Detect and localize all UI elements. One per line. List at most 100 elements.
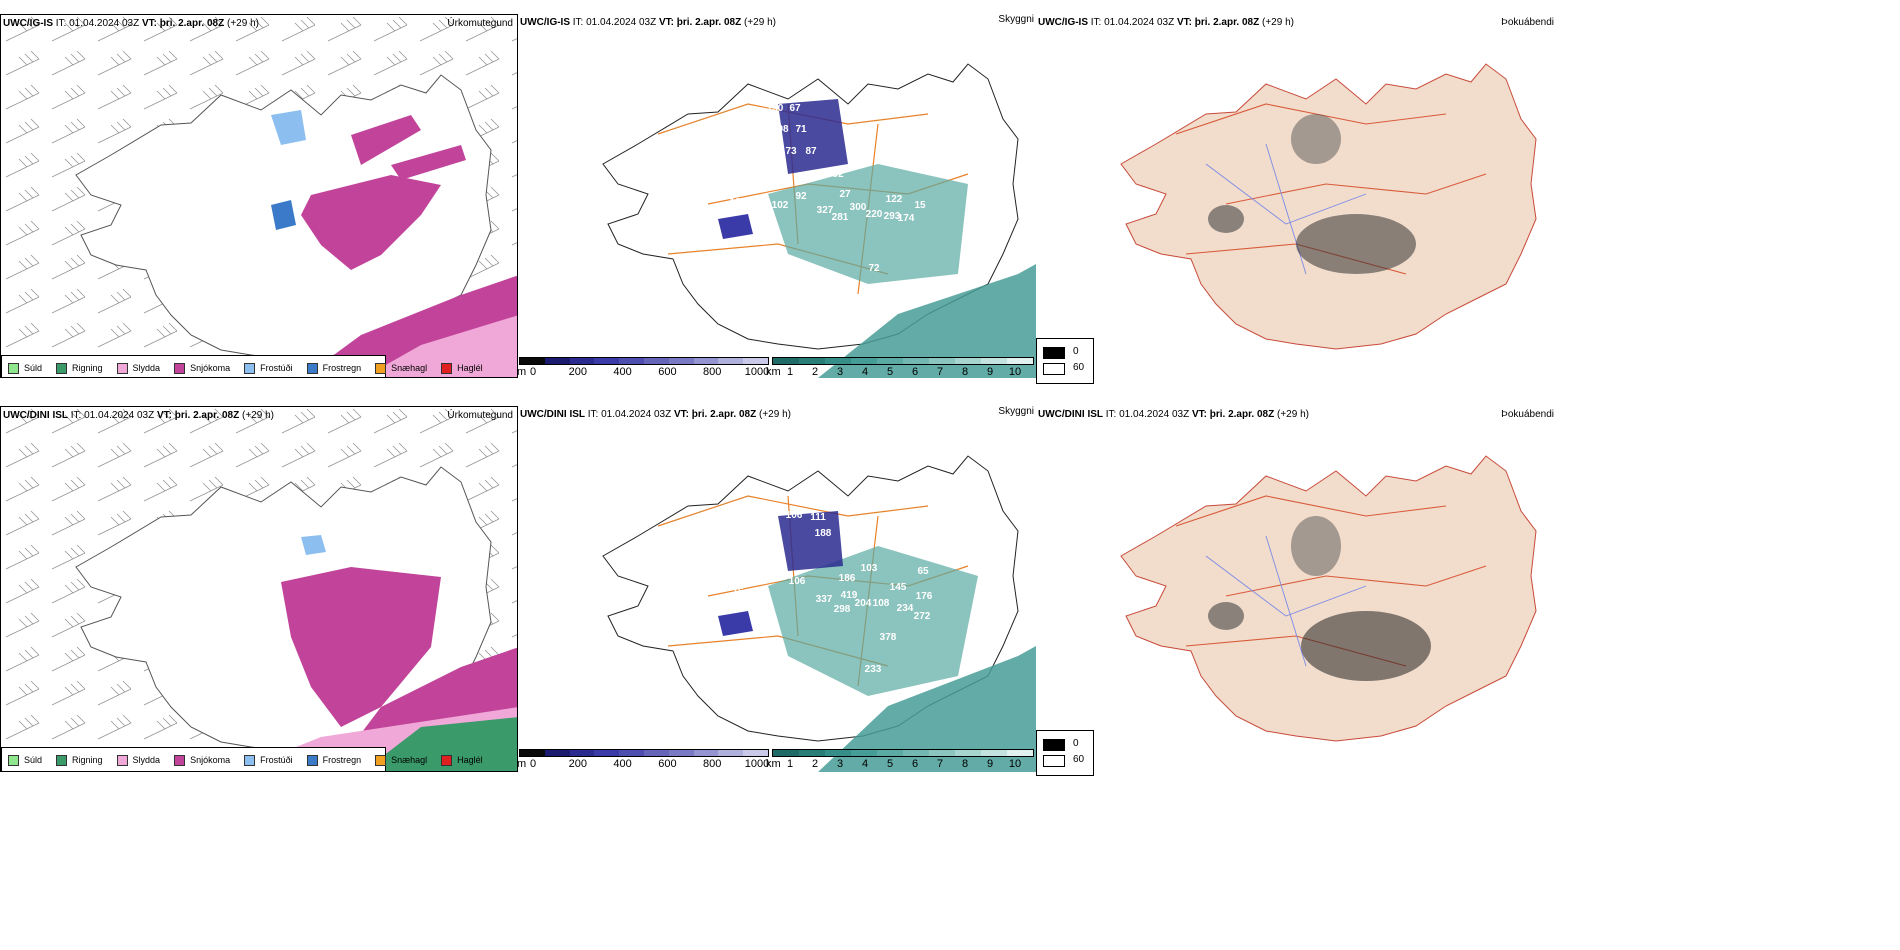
precip-type-panel-top: UWC/IG-IS IT: 01.04.2024 03Z VT: þri. 2.… xyxy=(0,14,518,378)
colorbar-unit: m xyxy=(517,758,527,770)
colorbar-segment xyxy=(520,750,545,756)
height-value-label: 15 xyxy=(732,587,744,598)
colorbar-segment xyxy=(743,750,768,756)
colorbar-segment xyxy=(718,358,744,364)
legend-swatch xyxy=(174,362,186,374)
colorbar-tick-label: 200 xyxy=(568,366,587,378)
colorbar-strip xyxy=(772,749,1034,757)
legend-item: Rigning xyxy=(56,754,103,766)
colorbar-segment xyxy=(718,750,744,756)
legend-label: Frostregn xyxy=(322,363,362,373)
legend-swatch xyxy=(116,362,128,374)
panel-title: UWC/DINI ISL IT: 01.04.2024 03Z VT: þri.… xyxy=(1038,409,1309,420)
legend-swatch xyxy=(174,754,186,766)
colorbar-tick-label: 8 xyxy=(961,758,969,770)
colorbar-unit: km xyxy=(766,758,781,770)
height-value-label: 122 xyxy=(886,194,903,205)
colorbar-tick-label: 1 xyxy=(786,366,794,378)
colorbar-strip xyxy=(772,357,1034,365)
colorbar-tick-label: 400 xyxy=(613,366,632,378)
colorbar-tick-label: 7 xyxy=(936,366,944,378)
legend-item: Súld xyxy=(8,362,42,374)
colorbar-tick-label: 9 xyxy=(986,758,994,770)
colorbar-tick-label: 3 xyxy=(836,366,844,378)
panel-title: UWC/DINI ISL IT: 01.04.2024 03Z VT: þri.… xyxy=(520,409,791,420)
panel-title: UWC/IG-IS IT: 01.04.2024 03Z VT: þri. 2.… xyxy=(3,18,259,29)
colorbar-tick-label: 7 xyxy=(936,758,944,770)
height-value-label: 300 xyxy=(850,202,867,213)
colorbar-tick-label: 4 xyxy=(861,758,869,770)
colorbar-segment xyxy=(903,358,929,364)
colorbar-tick-label: 1000 xyxy=(744,366,770,378)
panel-title: UWC/IG-IS IT: 01.04.2024 03Z VT: þri. 2.… xyxy=(1038,17,1294,28)
legend-item: Súld xyxy=(8,754,42,766)
colorbar-segment xyxy=(569,750,595,756)
legend-label: Snjókoma xyxy=(190,755,231,765)
visibility-colorbar-top: km 1 2 3 4 5 6 7 8 9 10 xyxy=(766,357,1034,385)
precip-type-map-bottom xyxy=(1,407,517,771)
height-value-label: 272 xyxy=(914,611,931,622)
height-value-label: 174 xyxy=(898,213,915,224)
colorbar-segment xyxy=(569,358,595,364)
legend-swatch xyxy=(306,362,318,374)
colorbar-segment xyxy=(693,358,719,364)
panel-type-label: Þokuábendi xyxy=(1501,409,1554,420)
height-value-label: 419 xyxy=(841,590,858,601)
height-value-label: 204 xyxy=(855,598,872,609)
height-value-label: 188 xyxy=(815,528,832,539)
fog-map-bottom xyxy=(1120,455,1537,742)
colorbar-segment xyxy=(851,750,877,756)
visibility-colorbar-bottom: km 1 2 3 4 5 6 7 8 9 10 xyxy=(766,749,1034,777)
colorbar-tick-label: 9 xyxy=(986,366,994,378)
height-value-label: 281 xyxy=(832,212,849,223)
height-value-label: 327 xyxy=(817,205,834,216)
height-value-label: 34 xyxy=(917,121,929,132)
panel-type-label: Þokuábendi xyxy=(1501,17,1554,28)
colorbar-segment xyxy=(773,358,799,364)
legend-label: Snæhagl xyxy=(391,363,428,373)
legend-item: Haglél xyxy=(441,754,483,766)
colorbar-tick-label: 4 xyxy=(861,366,869,378)
fog-panel-bottom: UWC/DINI ISL IT: 01.04.2024 03Z VT: þri.… xyxy=(1036,406,1556,772)
legend-item: Frostúði xyxy=(244,362,293,374)
legend-item: Slydda xyxy=(116,362,160,374)
fog-legend-top: 0 60 xyxy=(1036,338,1094,384)
colorbar-tick-label: 1000 xyxy=(744,758,770,770)
fog-legend-swatch xyxy=(1043,363,1065,375)
colorbar-tick-label: 200 xyxy=(568,758,587,770)
colorbar-unit: m xyxy=(517,366,527,378)
height-value-label: 106 xyxy=(789,576,806,587)
legend-item: Snæhagl xyxy=(375,754,427,766)
height-value-label: 106 xyxy=(786,510,803,521)
colorbar-segment xyxy=(955,358,981,364)
colorbar-strip xyxy=(519,749,769,757)
colorbar-segment xyxy=(877,750,903,756)
height-value-label: 378 xyxy=(880,632,897,643)
legend-item: Frostregn xyxy=(306,754,361,766)
legend-swatch xyxy=(441,362,453,374)
colorbar-segment xyxy=(520,358,545,364)
height-value-label: 773 xyxy=(888,126,905,137)
legend-label: Frostúði xyxy=(260,363,293,373)
legend-item: Slydda xyxy=(116,754,160,766)
colorbar-segment xyxy=(743,358,768,364)
height-value-label: 145 xyxy=(890,582,907,593)
colorbar-segment xyxy=(1007,750,1033,756)
colorbar-segment xyxy=(929,358,955,364)
legend-swatch xyxy=(8,754,19,766)
fog-legend-bottom: 0 60 xyxy=(1036,730,1094,776)
colorbar-tick-label: 2 xyxy=(811,758,819,770)
panel-type-label: Skyggni xyxy=(998,14,1034,25)
height-value-label: 298 xyxy=(834,604,851,615)
colorbar-tick-label: 10 xyxy=(1008,758,1022,770)
colorbar-tick-label: 1 xyxy=(786,758,794,770)
legend-swatch xyxy=(244,362,256,374)
legend-item: Snjókoma xyxy=(174,362,230,374)
height-colorbar-bottom: m 0 200 400 600 800 1000 xyxy=(517,749,771,777)
legend-swatch xyxy=(8,362,19,374)
legend-swatch xyxy=(306,754,318,766)
height-value-label: 293 xyxy=(884,211,901,222)
legend-swatch xyxy=(116,754,128,766)
